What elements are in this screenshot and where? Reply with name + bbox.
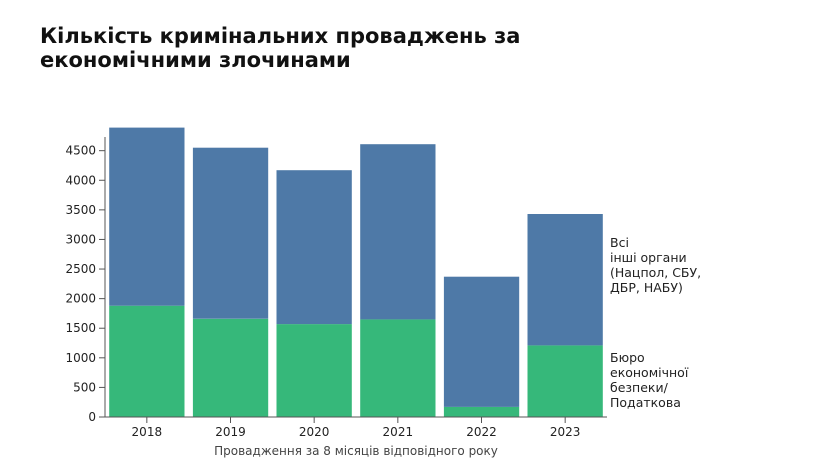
bar-2023-series-1 bbox=[527, 214, 603, 346]
y-tick-label: 4000 bbox=[65, 173, 96, 187]
bar-2018-series-1 bbox=[109, 127, 185, 306]
bar-2022-series-1 bbox=[443, 276, 520, 407]
bar-2019-series-1 bbox=[192, 147, 269, 319]
y-tick-label: 2000 bbox=[65, 292, 96, 306]
x-tick-label: 2022 bbox=[466, 425, 497, 439]
x-axis: 2018 2019 2020 2021 2022 2023 bbox=[105, 416, 607, 439]
x-axis-title: Провадження за 8 місяців відповідного ро… bbox=[214, 444, 498, 458]
y-tick-label: 1000 bbox=[65, 351, 96, 365]
bar-2021-series-1 bbox=[360, 144, 436, 320]
legend-label-line: Податкова bbox=[610, 395, 681, 410]
legend-label-line: економічної bbox=[610, 365, 689, 380]
legend-label-line: Бюро bbox=[610, 350, 645, 365]
bar-2020-series-1 bbox=[276, 170, 352, 325]
x-tick-label: 2018 bbox=[132, 425, 163, 439]
legend-label-line: (Нацпол, СБУ, bbox=[610, 265, 701, 280]
bar-2019-series-0 bbox=[192, 318, 269, 417]
bar-2022-series-0 bbox=[443, 406, 520, 417]
y-tick-label: 1500 bbox=[65, 321, 96, 335]
bar-2020-series-0 bbox=[276, 324, 352, 417]
x-tick-label: 2020 bbox=[299, 425, 330, 439]
chart-title: Кількість кримінальних проваджень за еко… bbox=[40, 24, 521, 72]
legend-label-line: безпеки/ bbox=[610, 380, 669, 395]
bar-2018-series-0 bbox=[109, 305, 185, 417]
x-tick-label: 2019 bbox=[215, 425, 246, 439]
legend-label-line: Всі bbox=[610, 235, 629, 250]
y-tick-label: 4500 bbox=[65, 144, 96, 158]
bar-2023-series-0 bbox=[527, 345, 603, 417]
y-axis: 0 500 1000 1500 2000 2500 3000 3500 4000 4500 bbox=[65, 137, 106, 424]
y-tick-label: 3000 bbox=[65, 232, 96, 246]
y-tick-label: 0 bbox=[88, 410, 96, 424]
y-tick-label: 3500 bbox=[65, 203, 96, 217]
legend-label-line: інші органи bbox=[610, 250, 687, 265]
legend-label-line: ДБР, НАБУ) bbox=[610, 280, 683, 295]
x-tick-label: 2023 bbox=[550, 425, 581, 439]
bar-2021-series-0 bbox=[360, 319, 436, 417]
x-tick-label: 2021 bbox=[383, 425, 414, 439]
y-tick-label: 500 bbox=[73, 380, 96, 394]
y-tick-label: 2500 bbox=[65, 262, 96, 276]
bars-layer bbox=[109, 127, 603, 417]
